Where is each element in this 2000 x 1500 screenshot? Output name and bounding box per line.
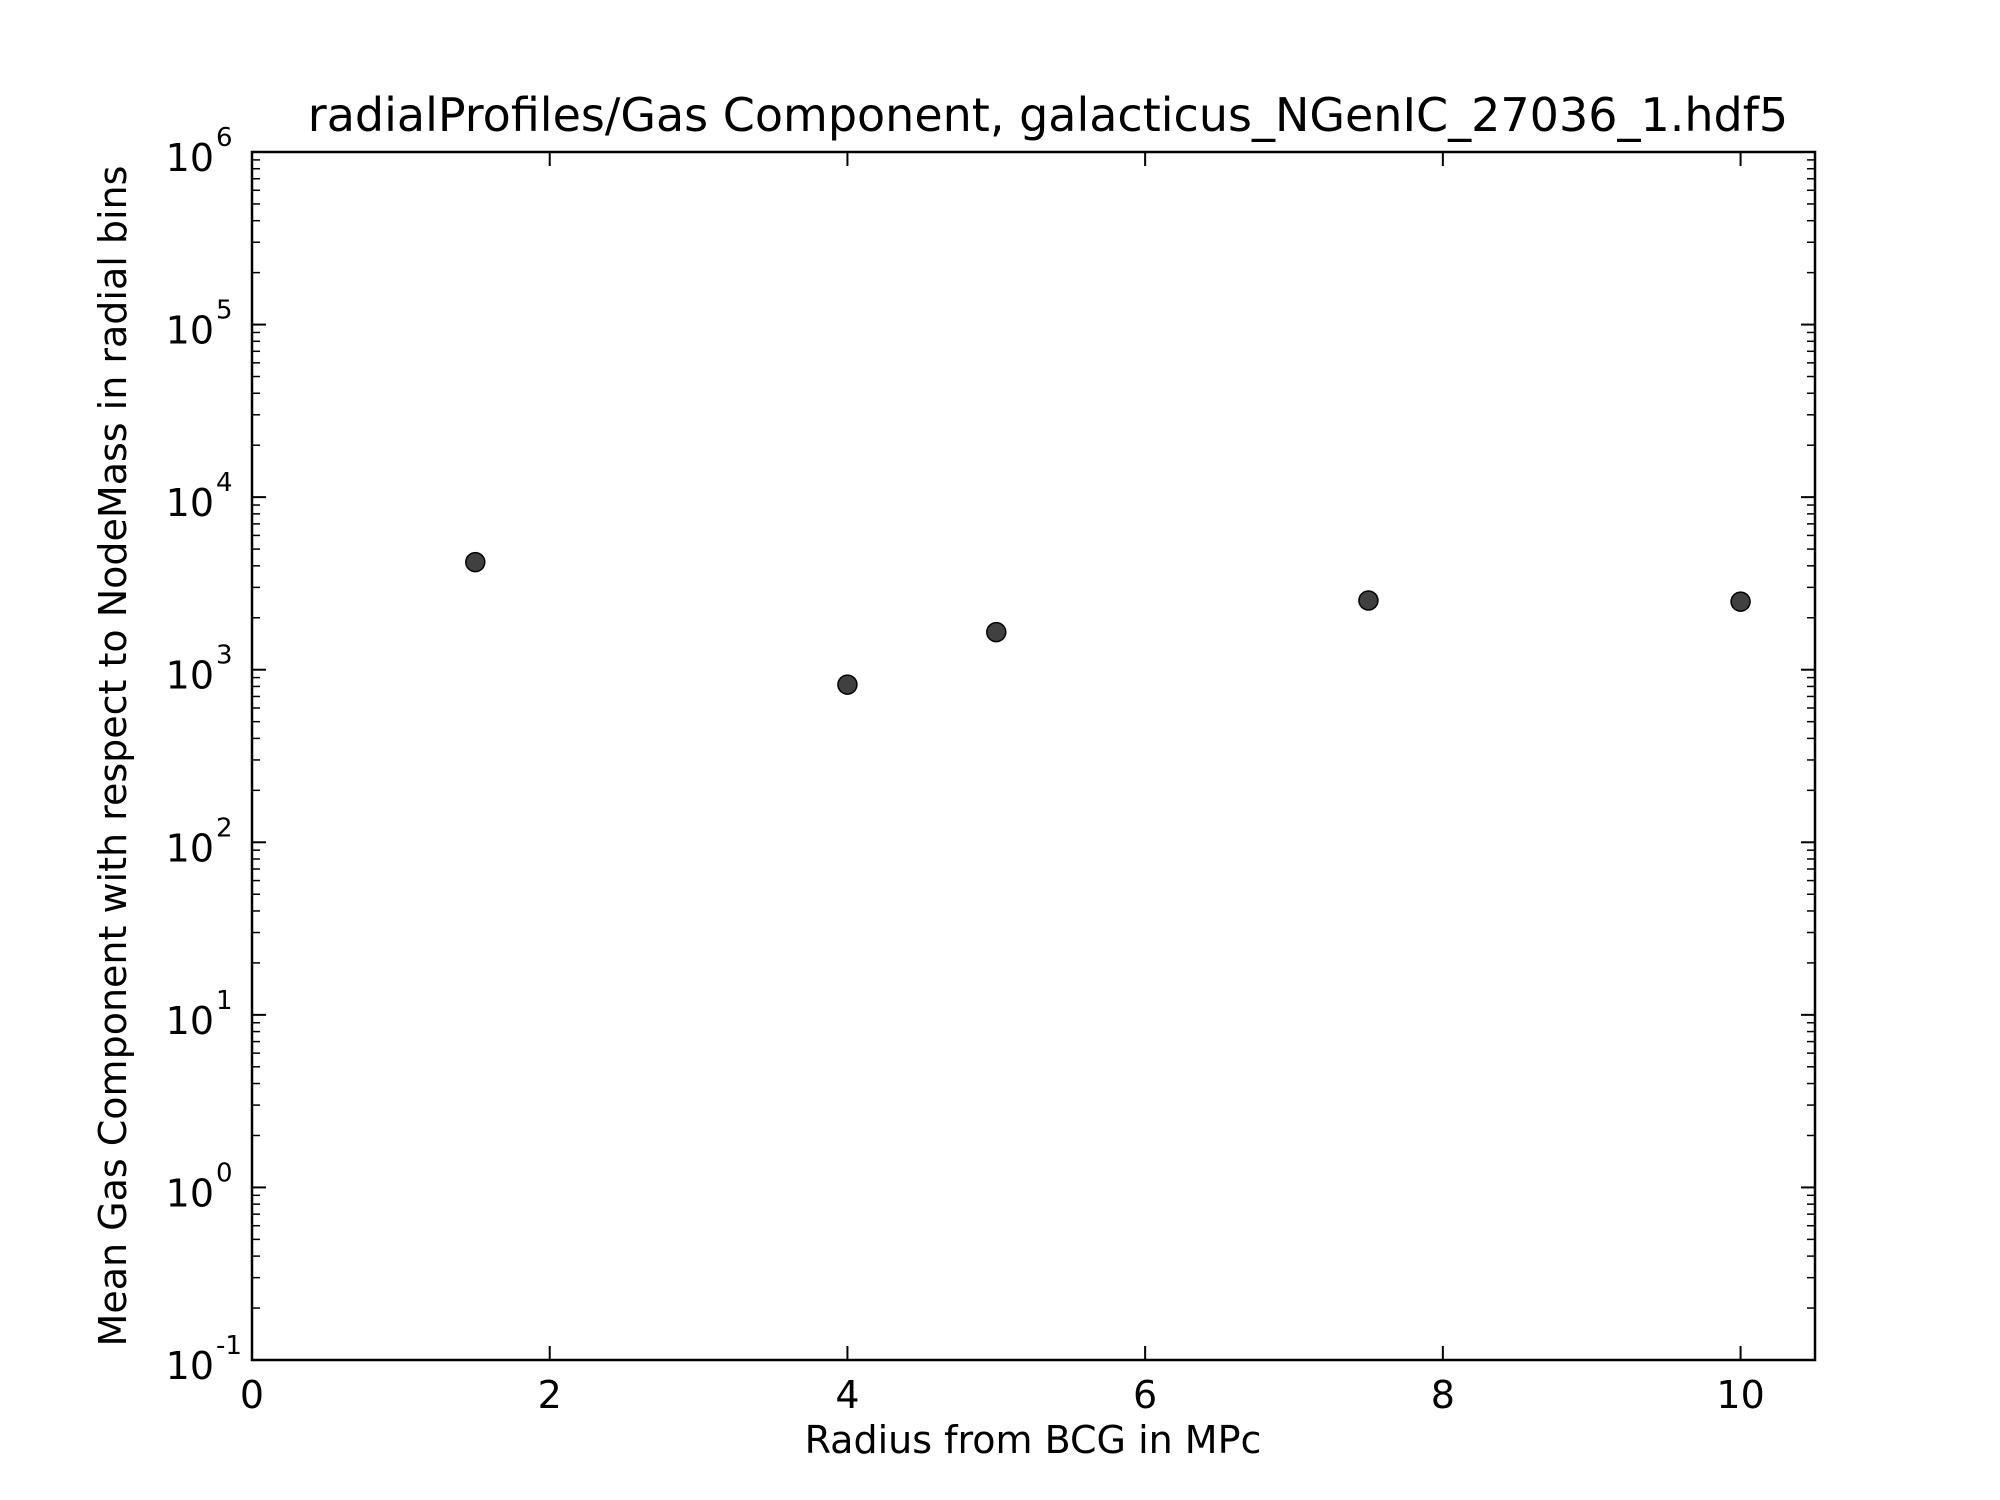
data-points [465,551,1751,695]
y-tick-label: 10 [166,1344,214,1388]
x-tick-label: 4 [835,1373,859,1417]
y-tick-exponent: 5 [216,296,233,326]
x-ticks: 0 2 4 6 8 10 [240,152,1765,1417]
y-tick-exponent: 0 [216,1158,233,1188]
y-tick-label: 10 [166,826,214,870]
x-tick-label: 8 [1431,1373,1455,1417]
y-tick-label: 10 [166,136,214,180]
y-tick-label: 10 [166,999,214,1043]
data-point [837,674,858,695]
plot-frame [250,150,1817,1362]
chart-title: radialProfiles/Gas Component, galacticus… [308,88,1788,142]
y-tick-label: 10 [166,481,214,525]
x-axis-label: Radius from BCG in MPc [805,1418,1262,1462]
y-tick-exponent: 3 [216,641,233,671]
y-tick-exponent: 6 [216,123,233,153]
data-point [1358,590,1379,611]
x-tick-label: 6 [1133,1373,1157,1417]
y-tick-exponent: 4 [216,468,233,498]
y-tick-label: 10 [166,1171,214,1215]
y-tick-label: 10 [166,654,214,698]
y-tick-exponent: 2 [216,813,233,843]
y-tick-exponent: 1 [216,986,233,1016]
y-tick-label: 10 [166,309,214,353]
x-tick-label: 2 [538,1373,562,1417]
x-tick-label: 10 [1716,1373,1764,1417]
data-point [465,551,486,573]
y-tick-exponent: -1 [216,1331,242,1361]
data-point [1730,591,1751,612]
data-point [986,621,1007,643]
y-minor-ticks [252,159,1815,1309]
y-axis-label: Mean Gas Component with respect to NodeM… [91,166,135,1347]
x-tick-label: 0 [240,1373,264,1417]
